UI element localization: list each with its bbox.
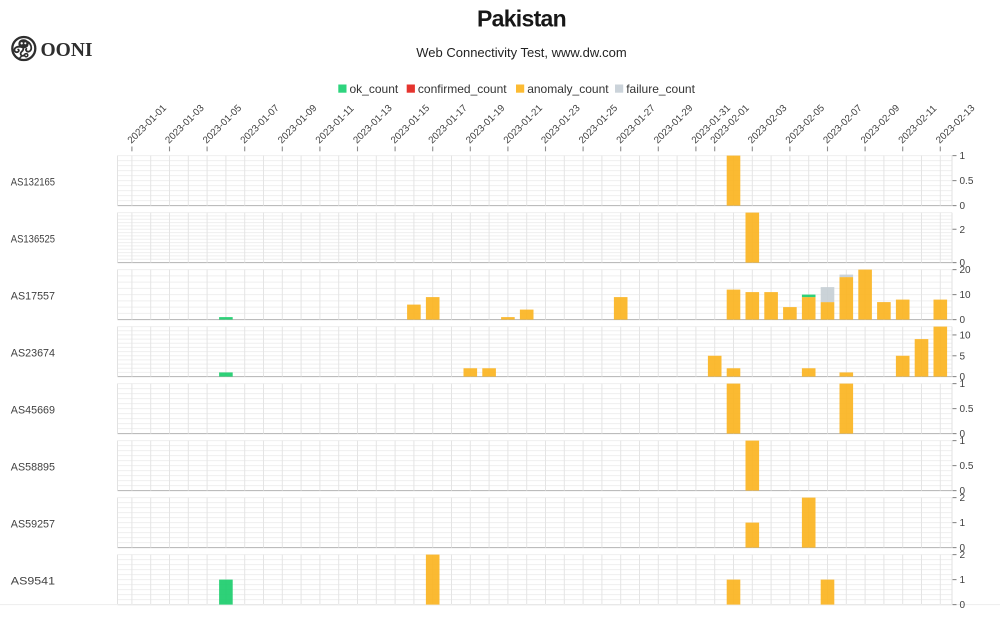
svg-text:AS45669: AS45669 [11, 405, 55, 417]
svg-text:0: 0 [960, 600, 966, 611]
svg-text:2: 2 [960, 493, 966, 504]
svg-text:AS17557: AS17557 [11, 291, 55, 303]
svg-text:OONI: OONI [41, 40, 93, 61]
svg-text:5: 5 [960, 351, 966, 362]
svg-text:0.5: 0.5 [960, 404, 974, 415]
svg-text:Web Connectivity Test, www.dw.: Web Connectivity Test, www.dw.com [416, 45, 627, 60]
svg-text:AS136525: AS136525 [11, 234, 55, 246]
svg-text:0: 0 [960, 258, 966, 269]
svg-text:anomaly_count: anomaly_count [527, 82, 609, 96]
svg-text:2: 2 [960, 225, 966, 236]
svg-text:2: 2 [960, 550, 966, 561]
svg-text:AS59257: AS59257 [11, 519, 55, 531]
svg-text:0.5: 0.5 [960, 461, 974, 472]
svg-text:1: 1 [960, 575, 966, 586]
svg-text:0: 0 [960, 315, 966, 326]
svg-text:AS132165: AS132165 [11, 177, 55, 189]
svg-text:ok_count: ok_count [350, 82, 399, 96]
svg-text:10: 10 [960, 290, 972, 301]
svg-text:1: 1 [960, 436, 966, 447]
svg-text:1: 1 [960, 151, 966, 162]
svg-text:0: 0 [960, 372, 966, 383]
svg-text:0: 0 [960, 201, 966, 212]
svg-text:Pakistan: Pakistan [477, 6, 566, 32]
svg-text:AS58895: AS58895 [11, 462, 55, 474]
svg-text:AS23674: AS23674 [11, 348, 55, 360]
svg-text:failure_count: failure_count [626, 82, 695, 96]
svg-text:0: 0 [960, 486, 966, 497]
svg-text:AS9541: AS9541 [11, 576, 55, 588]
svg-text:0: 0 [960, 429, 966, 440]
svg-text:0: 0 [960, 543, 966, 554]
svg-text:confirmed_count: confirmed_count [418, 82, 507, 96]
svg-text:1: 1 [960, 518, 966, 529]
svg-text:0.5: 0.5 [960, 176, 974, 187]
svg-text:10: 10 [960, 330, 972, 341]
svg-text:1: 1 [960, 379, 966, 390]
svg-text:20: 20 [960, 265, 972, 276]
